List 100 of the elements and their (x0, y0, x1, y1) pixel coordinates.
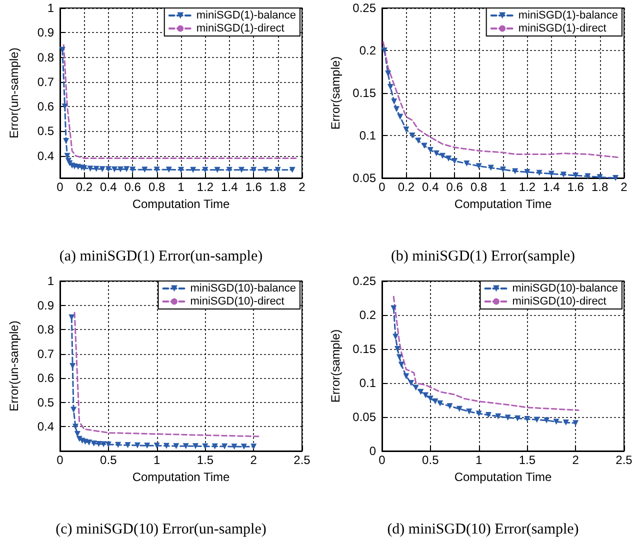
y-tick-label: 0.2 (359, 308, 376, 322)
x-tick-label: 1 (500, 180, 507, 194)
point (544, 417, 550, 424)
point (274, 166, 281, 173)
point (485, 412, 492, 418)
legend-label: miniSGD(10)-balance (190, 282, 296, 294)
point (534, 416, 540, 423)
x-tick-label: 1.6 (245, 180, 262, 194)
y-axis-title: Error(un-sample) (7, 48, 21, 138)
point (488, 164, 494, 171)
legend-label: miniSGD(10)-balance (512, 282, 618, 294)
point (452, 158, 458, 164)
point (427, 146, 434, 153)
point (115, 442, 122, 448)
x-tick-label: 2 (620, 180, 628, 194)
x-tick-label: 0 (378, 180, 386, 194)
x-tick-label: 1.5 (196, 453, 214, 467)
point (476, 410, 482, 417)
point (202, 443, 208, 450)
point (409, 132, 416, 138)
point (166, 166, 172, 173)
x-tick-label: 1.6 (567, 180, 584, 194)
y-tick-label: 0 (369, 444, 376, 458)
point (394, 106, 400, 112)
point (524, 169, 530, 176)
text: (b) miniSGD(1) Error(sample) (390, 248, 576, 264)
line-series (382, 41, 622, 158)
point (173, 443, 180, 450)
point (560, 172, 566, 178)
point (418, 388, 424, 395)
point (500, 166, 506, 172)
text: (d) miniSGD(10) Error(sample) (387, 522, 579, 538)
legend-label: miniSGD(1)-direct (518, 22, 606, 34)
point (70, 406, 77, 413)
point (440, 152, 446, 159)
point (63, 138, 70, 144)
point (512, 168, 518, 174)
point (446, 403, 453, 410)
point (562, 419, 569, 426)
point (396, 354, 402, 360)
point (222, 443, 228, 450)
y-tick-label: 0.9 (37, 26, 54, 40)
y-tick-label: 0.8 (37, 50, 54, 64)
x-tick-label: 2 (298, 180, 306, 194)
x-tick-label: 0.6 (124, 180, 142, 194)
y-axis-title: Error(sample) (328, 329, 343, 403)
y-tick-label: 0.7 (37, 346, 54, 361)
x-axis-title: Computation Time (132, 470, 230, 484)
point (289, 166, 296, 173)
point (154, 166, 160, 173)
x-tick-label: 0 (56, 453, 64, 467)
legend-label: miniSGD(1)-balance (196, 10, 296, 22)
x-tick-label: 0 (56, 180, 64, 194)
y-tick-label: 0.5 (37, 124, 54, 138)
point (240, 444, 247, 450)
point (111, 166, 118, 172)
point (596, 174, 603, 180)
x-axis-title: Computation Time (132, 196, 230, 211)
point (514, 415, 521, 422)
point (466, 408, 472, 415)
y-tick-label: 0.25 (352, 274, 376, 288)
y-tick-label: 1 (47, 1, 54, 15)
point (403, 373, 410, 380)
point (212, 443, 218, 450)
point (99, 166, 106, 172)
point (421, 142, 428, 149)
x-tick-label: 0.4 (422, 180, 440, 194)
point (553, 418, 560, 425)
y-tick-label: 0.4 (37, 420, 54, 434)
y-tick-label: 0.1 (359, 376, 376, 390)
y-tick-label: 0.05 (352, 410, 376, 424)
y-tick-label: 0.6 (37, 371, 54, 386)
point (504, 414, 511, 421)
legend-label: miniSGD(1)-direct (196, 22, 284, 34)
x-tick-label: 1.2 (518, 180, 536, 194)
x-tick-label: 0.2 (76, 180, 93, 194)
x-tick-label: 1 (475, 453, 482, 467)
y-tick-label: 0.2 (359, 44, 376, 58)
point (456, 406, 462, 412)
point (433, 150, 440, 156)
x-tick-label: 0.2 (398, 180, 415, 194)
y-tick-label: 0.9 (37, 298, 54, 312)
point (422, 392, 429, 398)
point (391, 98, 398, 104)
x-tick-label: 1.4 (543, 180, 560, 194)
point (231, 444, 238, 450)
point (192, 443, 199, 450)
y-tick-label: 0.05 (352, 171, 376, 185)
point (385, 70, 392, 76)
point (124, 442, 131, 448)
point (381, 48, 388, 54)
point (118, 166, 124, 172)
point (202, 166, 208, 173)
point (72, 424, 78, 430)
x-tick-label: 0.4 (100, 180, 118, 194)
point (584, 173, 591, 180)
point (476, 163, 482, 170)
y-tick-label: 1 (47, 274, 54, 288)
point (250, 166, 257, 173)
point (437, 400, 444, 406)
